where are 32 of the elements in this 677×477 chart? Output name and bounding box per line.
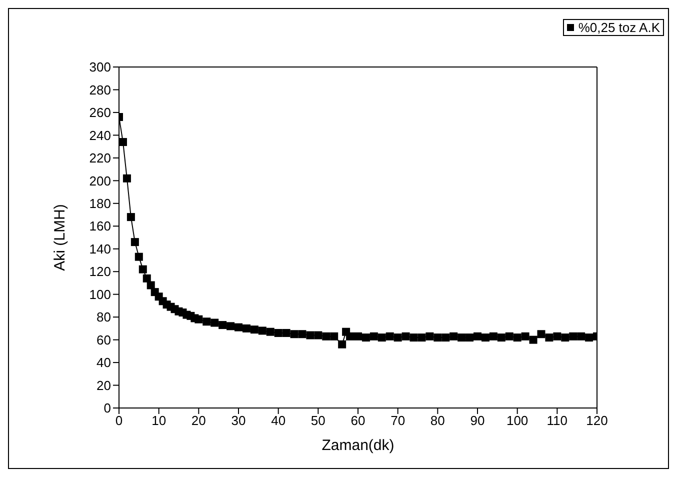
y-tick-label: 140 (89, 241, 111, 256)
x-tick-label: 20 (191, 413, 206, 428)
y-tick-label: 120 (89, 264, 111, 280)
y-tick-label: 100 (89, 286, 111, 302)
x-tick-label: 80 (430, 413, 445, 428)
y-tick-label: 260 (89, 105, 111, 120)
y-tick-label: 60 (96, 332, 111, 348)
y-tick-label: 80 (96, 310, 111, 325)
y-tick-label: 40 (96, 355, 111, 370)
x-tick-label: 120 (586, 413, 608, 428)
x-tick-label: 70 (390, 413, 406, 428)
x-tick-label: 90 (470, 413, 485, 428)
legend-label: %0,25 toz A.K (578, 20, 660, 35)
y-tick-label: 240 (89, 128, 111, 143)
y-tick-label: 160 (89, 218, 111, 234)
y-tick-label: 220 (89, 150, 111, 166)
y-tick-label: 0 (104, 400, 111, 416)
x-tick-label: 30 (231, 413, 246, 428)
x-tick-label: 100 (506, 413, 528, 428)
x-axis-title: Zaman(dk) (322, 437, 394, 454)
y-tick-label: 280 (89, 82, 111, 98)
x-tick-label: 60 (350, 413, 366, 428)
x-tick-label: 0 (115, 413, 123, 428)
y-tick-label: 20 (96, 378, 111, 393)
y-tick-label: 200 (89, 173, 111, 188)
x-tick-label: 40 (271, 413, 286, 428)
x-tick-label: 110 (546, 413, 568, 428)
y-axis-title: Aki (LMH) (51, 204, 68, 271)
x-tick-label: 10 (152, 413, 166, 428)
y-tick-label: 300 (89, 60, 111, 75)
y-tick-label: 180 (89, 196, 111, 212)
x-tick-label: 50 (310, 413, 326, 428)
